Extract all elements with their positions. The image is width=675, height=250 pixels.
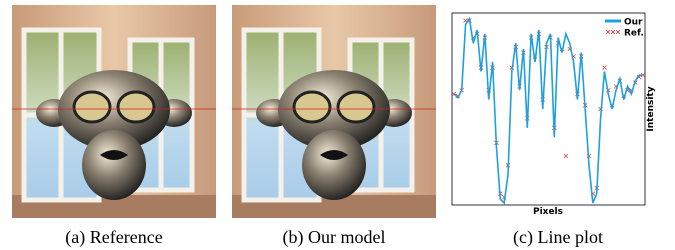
caption: (a) Reference: [65, 227, 162, 248]
y-axis-label: Intensity: [646, 86, 656, 131]
x-axis-label: Pixels: [533, 207, 563, 217]
plot-frame: [452, 13, 645, 205]
figure: Pixels Intensity (a) Reference (b) Our m…: [0, 0, 675, 250]
reference-image: [12, 5, 216, 218]
caption: (b) Our model: [283, 227, 386, 248]
model-image: [232, 5, 436, 218]
caption: (c) Line plot: [513, 227, 603, 248]
legend-label: Ref.: [624, 29, 644, 39]
legend-label: Our: [624, 18, 643, 28]
